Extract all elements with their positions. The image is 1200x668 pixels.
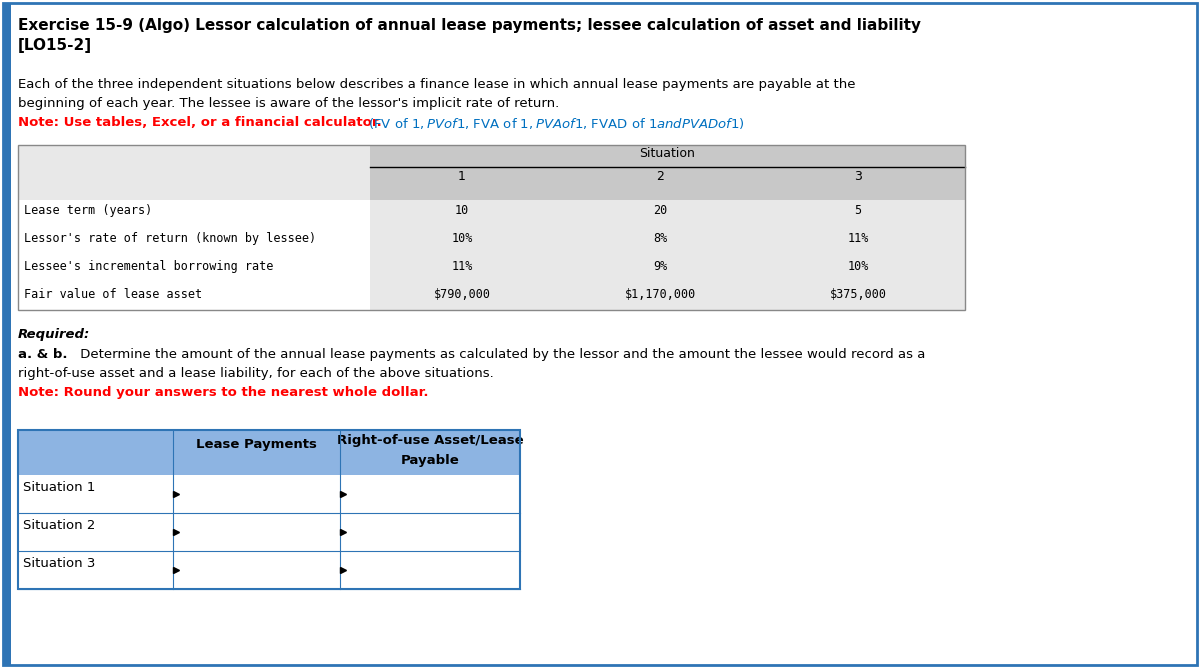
Text: $790,000: $790,000 <box>433 288 491 301</box>
Bar <box>18 200 370 310</box>
Bar <box>18 145 370 310</box>
Bar <box>2 3 11 665</box>
Text: 8%: 8% <box>653 232 667 245</box>
Text: right-of-use asset and a lease liability, for each of the above situations.: right-of-use asset and a lease liability… <box>18 367 493 380</box>
Text: Required:: Required: <box>18 328 90 341</box>
Text: 20: 20 <box>653 204 667 217</box>
Text: Lessee's incremental borrowing rate: Lessee's incremental borrowing rate <box>24 260 274 273</box>
Text: a. & b.: a. & b. <box>18 348 67 361</box>
Text: Right-of-use Asset/Lease: Right-of-use Asset/Lease <box>337 434 523 447</box>
Text: beginning of each year. The lessee is aware of the lessor's implicit rate of ret: beginning of each year. The lessee is aw… <box>18 97 559 110</box>
Text: Lease Payments: Lease Payments <box>196 438 317 451</box>
Text: Exercise 15-9 (Algo) Lessor calculation of annual lease payments; lessee calcula: Exercise 15-9 (Algo) Lessor calculation … <box>18 18 922 33</box>
Bar <box>18 475 520 513</box>
Text: Situation 3: Situation 3 <box>23 557 95 570</box>
Text: 5: 5 <box>854 204 862 217</box>
Text: Lessor's rate of return (known by lessee): Lessor's rate of return (known by lessee… <box>24 232 316 245</box>
Text: 2: 2 <box>656 170 664 183</box>
Text: Situation: Situation <box>640 147 696 160</box>
Text: [LO15-2]: [LO15-2] <box>18 38 92 53</box>
Bar <box>18 513 520 551</box>
Text: 11%: 11% <box>847 232 869 245</box>
Text: 10%: 10% <box>847 260 869 273</box>
Text: Fair value of lease asset: Fair value of lease asset <box>24 288 202 301</box>
Text: 10: 10 <box>455 204 469 217</box>
Text: Payable: Payable <box>401 454 460 467</box>
Text: Note: Use tables, Excel, or a financial calculator.: Note: Use tables, Excel, or a financial … <box>18 116 386 129</box>
Text: 1: 1 <box>458 170 466 183</box>
Text: Each of the three independent situations below describes a finance lease in whic: Each of the three independent situations… <box>18 78 856 91</box>
Text: $375,000: $375,000 <box>829 288 887 301</box>
Bar <box>18 145 965 310</box>
Bar <box>18 551 520 589</box>
Text: Lease term (years): Lease term (years) <box>24 204 152 217</box>
Bar <box>18 430 520 589</box>
Bar <box>370 145 965 200</box>
Bar <box>18 430 520 475</box>
Bar <box>370 200 965 310</box>
Text: 3: 3 <box>854 170 862 183</box>
Text: (FV of $1, PV of $1, FVA of $1, PVA of $1, FVAD of $1 and PVAD of $1): (FV of $1, PV of $1, FVA of $1, PVA of $… <box>368 116 745 131</box>
Text: Determine the amount of the annual lease payments as calculated by the lessor an: Determine the amount of the annual lease… <box>76 348 925 361</box>
Text: 10%: 10% <box>451 232 473 245</box>
Text: 11%: 11% <box>451 260 473 273</box>
Text: Note: Round your answers to the nearest whole dollar.: Note: Round your answers to the nearest … <box>18 386 428 399</box>
Text: 9%: 9% <box>653 260 667 273</box>
Text: Situation 2: Situation 2 <box>23 519 95 532</box>
Text: $1,170,000: $1,170,000 <box>624 288 696 301</box>
Text: Situation 1: Situation 1 <box>23 481 95 494</box>
